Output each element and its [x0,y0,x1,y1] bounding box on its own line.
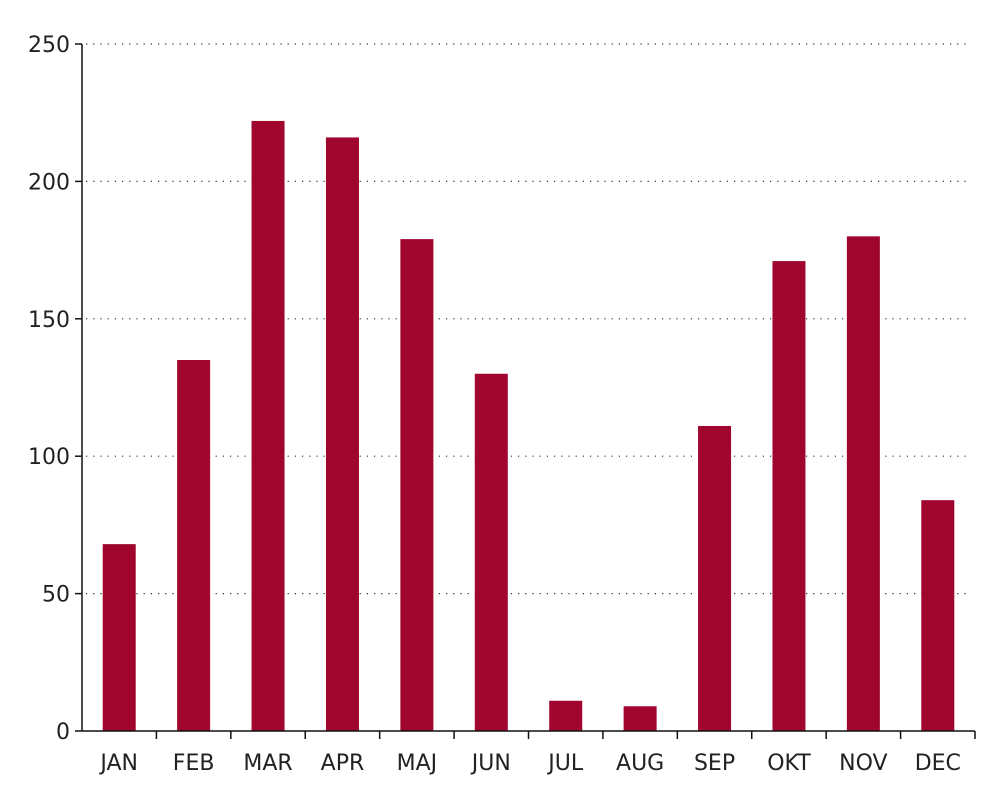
bar-apr [325,137,359,731]
x-tick-label-aug: AUG [616,751,664,776]
axes [81,44,975,732]
bar-jan [102,544,136,731]
bar-sep [698,425,732,731]
y-tick-label: 150 [28,308,70,333]
bars [102,120,955,732]
y-tick-label: 200 [28,170,70,195]
x-tick-label-mar: MAR [243,751,292,776]
ticks [75,43,976,739]
x-tick-label-dec: DEC [915,751,961,776]
bar-nov [846,236,880,732]
x-tick-label-feb: FEB [173,751,215,776]
bar-maj [400,239,434,731]
tick-labels: 0 50 100 150 200 250 JAN FEB MAR APR MAJ JUN JUL AUG S… [28,33,961,776]
x-tick-label-apr: APR [321,751,365,776]
x-tick-label-jun: JUN [470,751,511,776]
x-tick-label-nov: NOV [839,751,887,776]
x-tick-label-sep: SEP [694,751,735,776]
bar-mar [251,120,285,732]
x-tick-label-okt: OKT [767,751,811,776]
y-tick-label: 50 [42,583,70,608]
bar-aug [623,706,657,731]
bar-jul [549,700,583,731]
bar-dec [921,500,955,731]
x-tick-label-jan: JAN [98,751,138,776]
y-tick-label: 250 [28,33,70,58]
bar-jun [474,373,508,731]
grid-lines [86,43,970,595]
y-tick-label: 0 [56,720,70,745]
bar-okt [772,261,806,731]
x-tick-label-maj: MAJ [397,751,438,776]
y-tick-label: 100 [28,445,70,470]
x-tick-label-jul: JUL [546,751,584,776]
bar-feb [177,360,211,731]
